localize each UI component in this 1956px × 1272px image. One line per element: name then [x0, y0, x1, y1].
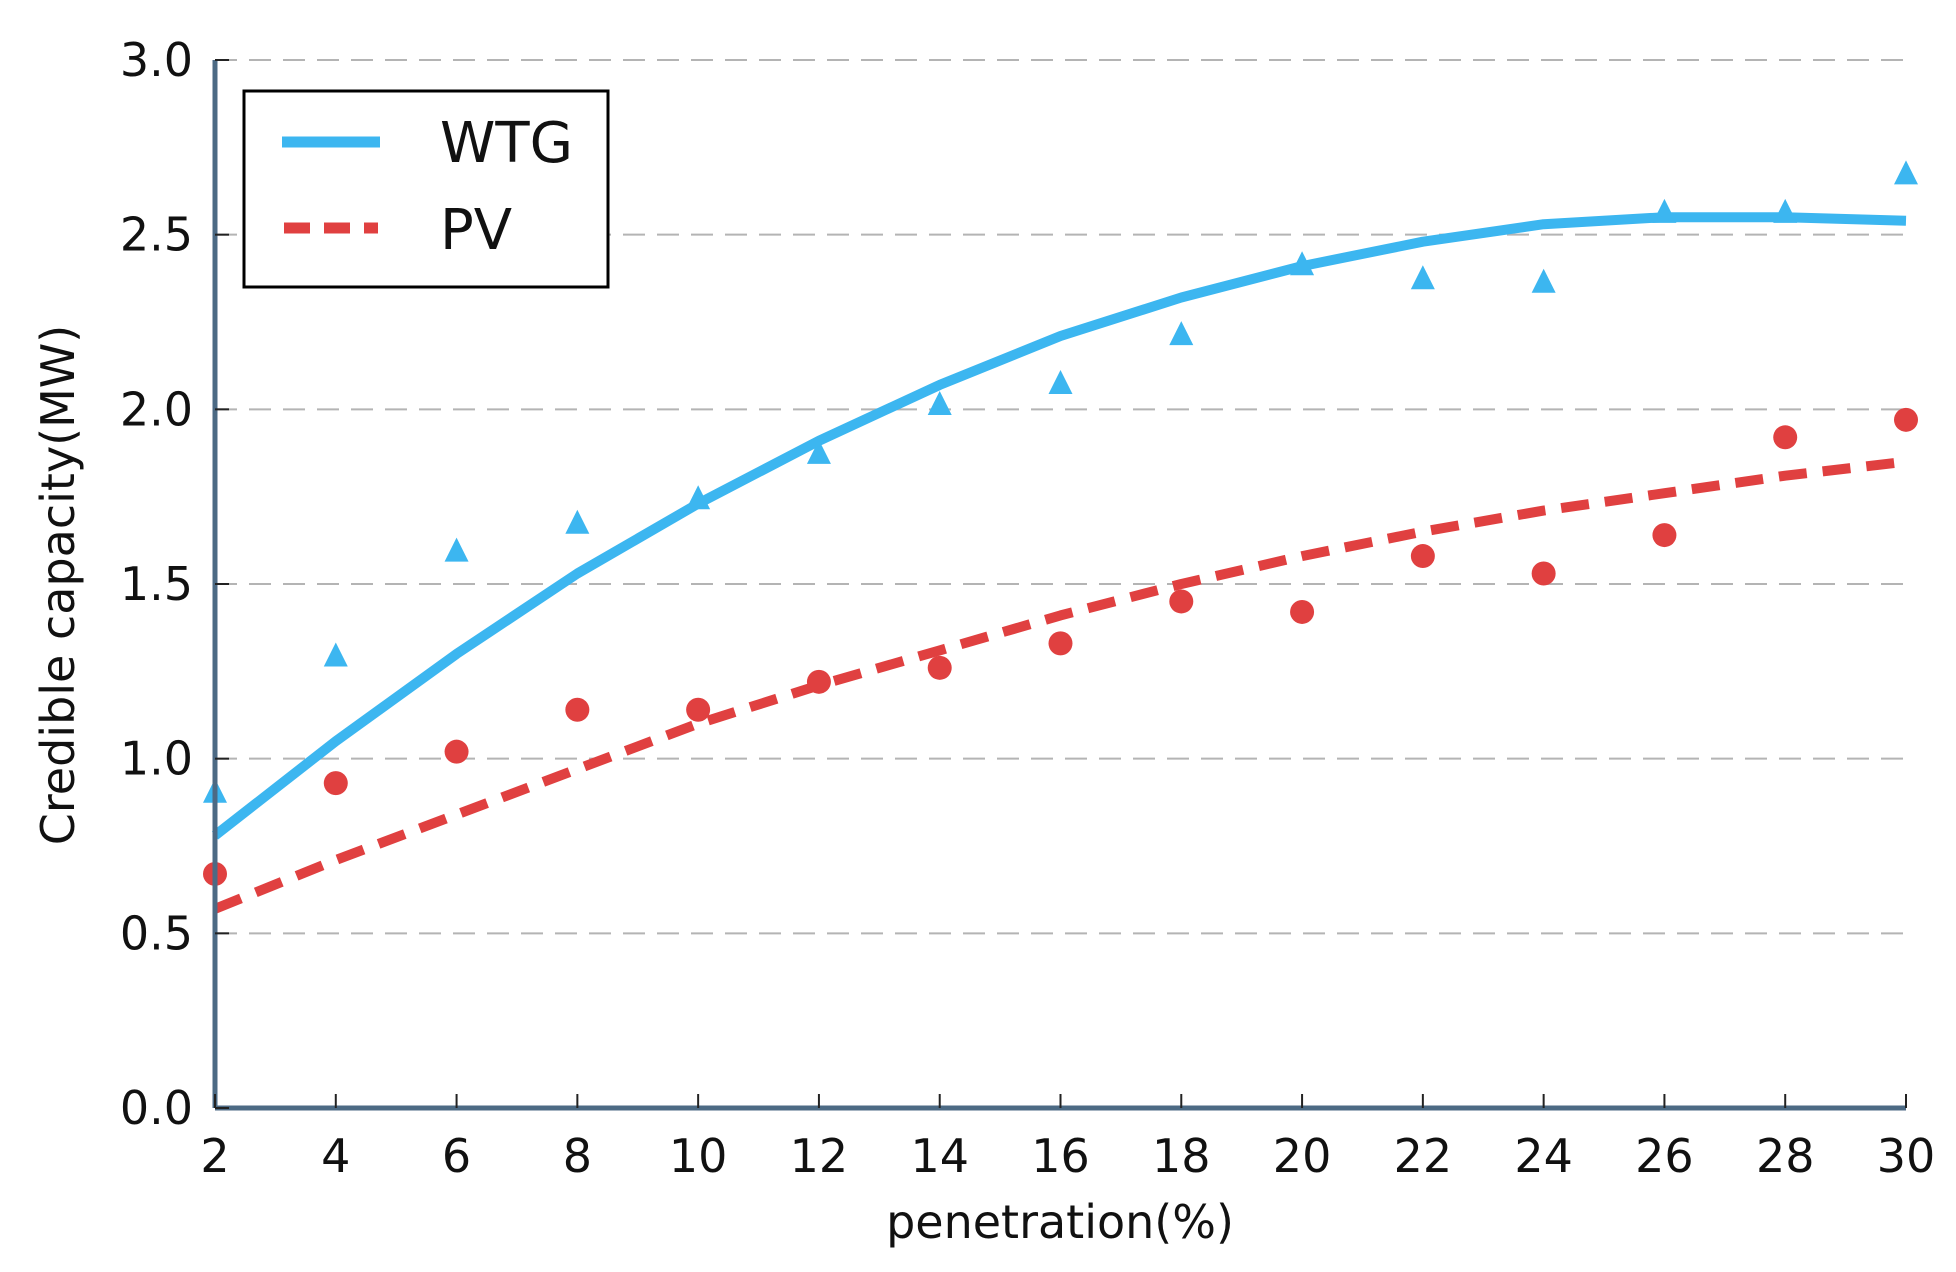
series-line-pv: [213, 456, 1907, 914]
legend-pv-label: PV: [440, 198, 512, 263]
data-point-wtg: [1531, 268, 1556, 293]
x-tick-label: 18: [1152, 1129, 1211, 1183]
legend-wtg-label: WTG: [440, 111, 573, 176]
data-point-pv: [1410, 544, 1435, 569]
data-point-wtg: [1290, 251, 1315, 276]
data-point-wtg: [323, 642, 348, 667]
data-point-pv: [1048, 631, 1073, 656]
x-tick-label: 6: [442, 1129, 471, 1183]
data-point-wtg: [806, 439, 831, 464]
x-tick-label: 14: [910, 1129, 969, 1183]
data-point-pv: [1894, 407, 1918, 432]
y-tick-label: 3.0: [120, 33, 193, 87]
data-point-pv: [927, 655, 952, 680]
data-point-wtg: [686, 485, 711, 510]
data-point-pv: [1290, 599, 1315, 624]
y-axis-label: Credible capacity(MW): [31, 325, 85, 845]
legend: WTG PV: [242, 89, 610, 289]
x-tick-label: 2: [200, 1129, 229, 1183]
data-point-pv: [1531, 561, 1556, 586]
data-point-wtg: [1894, 160, 1918, 185]
data-point-pv: [323, 771, 348, 796]
data-point-pv: [444, 739, 469, 764]
series-line-wtg: [211, 212, 1907, 840]
x-tick-label: 8: [563, 1129, 592, 1183]
series-lines: [211, 212, 1907, 914]
data-point-wtg: [1652, 198, 1677, 223]
x-tick-label: 24: [1514, 1129, 1573, 1183]
y-tick-label: 1.0: [120, 732, 193, 786]
data-point-pv: [686, 697, 711, 722]
x-tick-label: 26: [1635, 1129, 1694, 1183]
x-tick-label: 10: [669, 1129, 728, 1183]
data-point-pv: [1169, 589, 1194, 614]
x-tick-label: 12: [790, 1129, 849, 1183]
y-tick-label: 2.0: [120, 382, 193, 436]
data-point-pv: [806, 669, 831, 694]
data-point-wtg: [565, 509, 590, 534]
x-tick-label: 20: [1273, 1129, 1332, 1183]
x-tick-label: 4: [321, 1129, 350, 1183]
y-tick-label: 1.5: [120, 557, 193, 611]
x-tick-label: 28: [1756, 1129, 1815, 1183]
data-point-pv: [1652, 523, 1677, 548]
y-tick-label: 0.0: [120, 1081, 193, 1135]
data-point-wtg: [1169, 321, 1194, 346]
x-tick-label: 16: [1031, 1129, 1090, 1183]
x-axis-label: penetration(%): [886, 1195, 1234, 1249]
data-point-wtg: [444, 537, 469, 562]
data-point-wtg: [1048, 370, 1073, 394]
legend-box: [242, 89, 610, 289]
tick-labels: 0.00.51.01.52.02.53.02 4 6 8 10 12 14 16 18 20 22 2…: [120, 33, 1935, 1183]
axes: [212, 59, 1907, 1111]
data-point-wtg: [1773, 198, 1798, 223]
x-tick-label: 22: [1394, 1129, 1453, 1183]
data-point-pv: [565, 697, 590, 722]
series-markers: [203, 160, 1918, 886]
grid-lines: [215, 59, 1906, 935]
y-tick-label: 0.5: [120, 906, 193, 960]
x-tick-label: 30: [1877, 1129, 1936, 1183]
data-point-wtg: [927, 390, 952, 415]
data-point-pv: [1773, 425, 1798, 450]
y-tick-label: 2.5: [120, 208, 193, 262]
data-point-wtg: [1410, 265, 1435, 290]
